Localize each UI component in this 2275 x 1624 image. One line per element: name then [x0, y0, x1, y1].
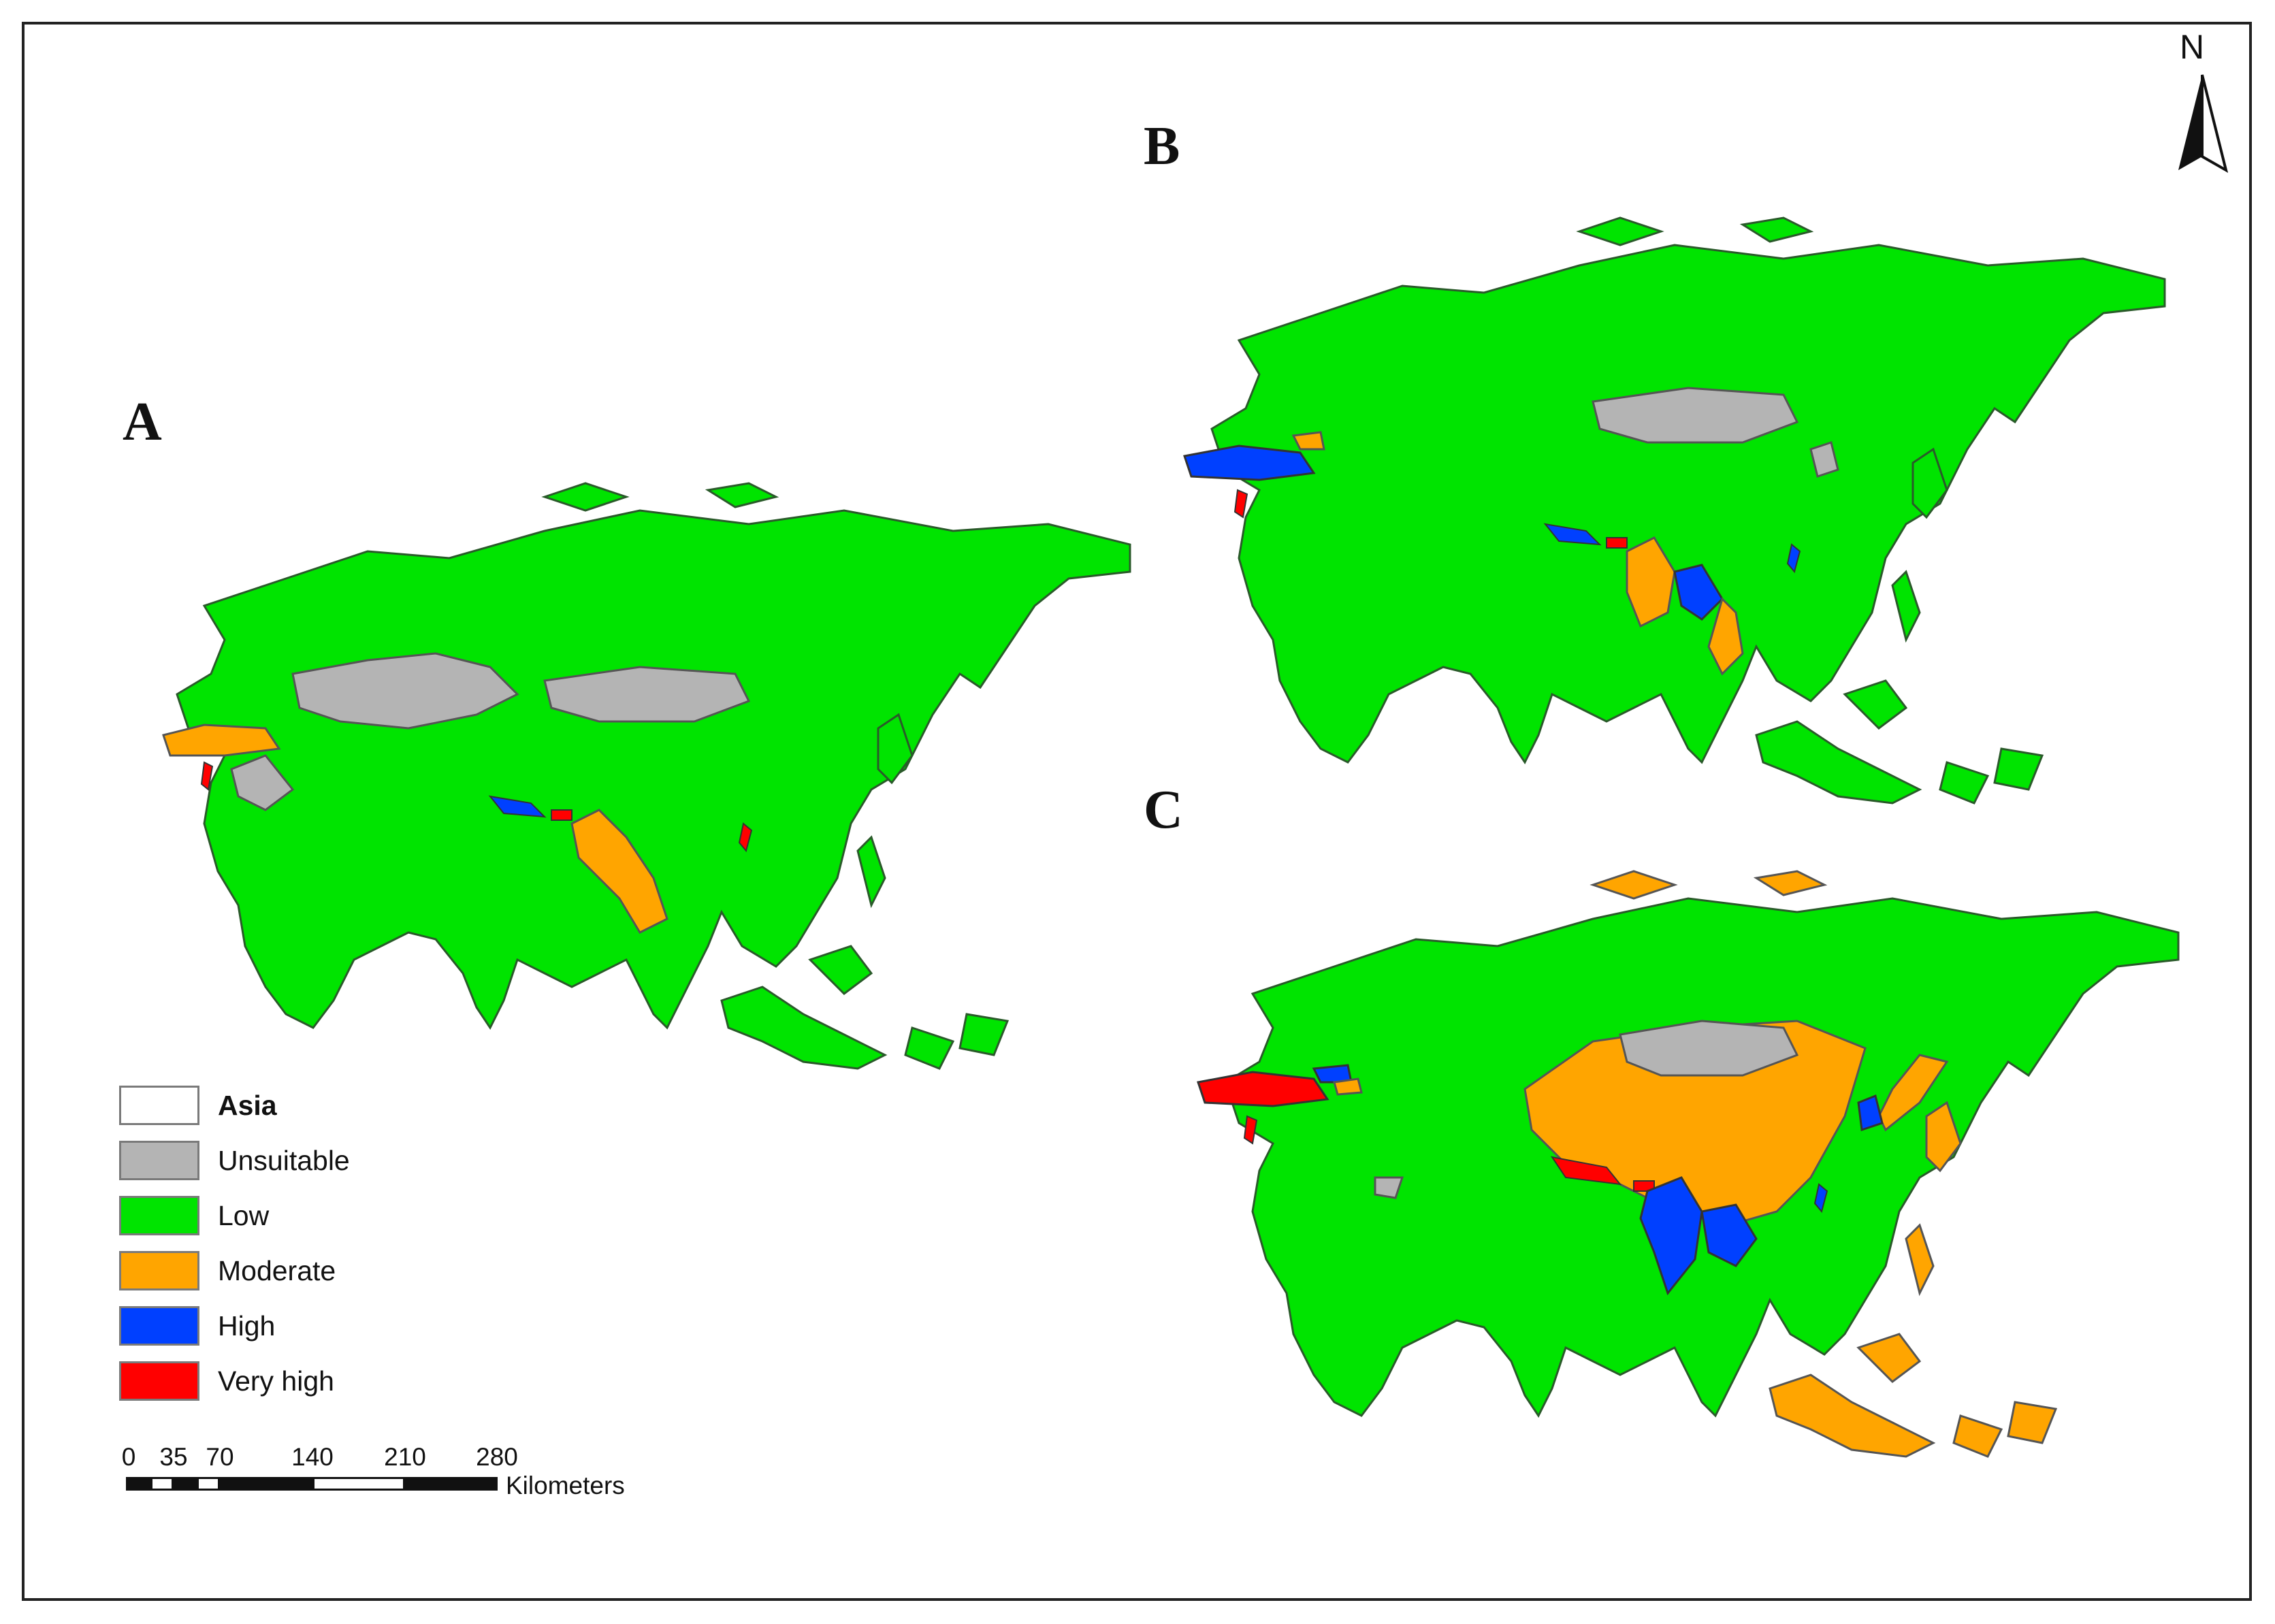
region-turkey — [1197, 1071, 1329, 1107]
region-arabia-north — [230, 754, 295, 811]
region-laos — [1700, 1203, 1758, 1267]
north-label: N — [2180, 28, 2205, 66]
north-arrow-icon — [2178, 74, 2229, 174]
region-nepal — [1543, 523, 1602, 546]
region-mongolia — [1619, 1020, 1799, 1077]
legend-swatch — [119, 1251, 199, 1290]
region-vietnam — [1707, 597, 1744, 676]
scale-segment — [220, 1477, 312, 1491]
legend-item: High — [119, 1306, 500, 1348]
region-korea — [1809, 441, 1839, 478]
region-levant — [1243, 1115, 1258, 1145]
region-indochina — [570, 809, 668, 934]
scale-segment — [126, 1477, 150, 1491]
region-bhutan — [1606, 537, 1628, 549]
legend-label: High — [218, 1310, 276, 1342]
legend-label: Moderate — [218, 1255, 336, 1286]
region-taiwan — [738, 822, 753, 853]
legend-swatch — [119, 1141, 199, 1180]
legend-swatch — [119, 1196, 199, 1235]
legend-label: Unsuitable — [218, 1145, 350, 1176]
region-turkey — [1183, 444, 1316, 481]
region-iran-west — [1333, 1077, 1363, 1096]
region-mongolia — [1592, 387, 1799, 444]
region-central-asia — [291, 652, 519, 730]
scale-tick: 35 — [159, 1443, 188, 1471]
scale-segment — [150, 1477, 174, 1491]
region-myanmar — [1639, 1176, 1703, 1296]
map-panel-a — [162, 482, 1131, 1070]
region-nepal — [1550, 1156, 1622, 1186]
legend-item: Low — [119, 1196, 500, 1238]
legend-swatch — [119, 1361, 199, 1401]
map-frame — [22, 22, 2252, 1601]
legend-item: Unsuitable — [119, 1141, 500, 1183]
region-laos — [1673, 564, 1724, 621]
legend-title-row: Asia — [119, 1086, 500, 1128]
region-taiwan — [1786, 543, 1801, 574]
region-bhutan — [551, 809, 572, 821]
region-levant — [1233, 489, 1248, 519]
scale-units: Kilometers — [506, 1472, 625, 1499]
legend-swatch — [119, 1306, 199, 1346]
scale-tick: 0 — [121, 1443, 136, 1471]
region-levant — [200, 761, 214, 791]
legend-title: Asia — [218, 1090, 277, 1121]
legend-label: Low — [218, 1200, 270, 1231]
region-nepal — [488, 795, 547, 818]
legend-label: Very high — [218, 1365, 334, 1397]
scale-segment — [197, 1477, 220, 1491]
scale-tick: 210 — [384, 1443, 426, 1471]
panel-label-c: C — [1144, 780, 1183, 840]
map-panel-b — [1183, 216, 2166, 805]
panel-label-b: B — [1144, 116, 1180, 176]
scale-segment — [312, 1477, 405, 1491]
region-myanmar — [1626, 536, 1676, 628]
map-panel-c — [1197, 870, 2180, 1458]
region-caucasus — [1291, 431, 1325, 451]
scale-segment — [405, 1477, 498, 1491]
region-taiwan — [1813, 1183, 1828, 1214]
legend-swatch-asia — [119, 1086, 199, 1125]
scale-tick: 280 — [476, 1443, 518, 1471]
scale-tick: 140 — [291, 1443, 334, 1471]
region-korea — [1857, 1094, 1884, 1132]
scale-bar: 0 35 70 140 210 280 Kilometers — [119, 1443, 664, 1525]
north-arrow: N — [2165, 27, 2240, 177]
panel-label-a: A — [123, 392, 162, 452]
region-arabia-east — [1374, 1176, 1404, 1199]
region-turkey — [162, 724, 281, 757]
region-mongolia — [543, 666, 751, 723]
scale-tick: 70 — [206, 1443, 234, 1471]
legend-item: Very high — [119, 1361, 500, 1403]
legend-item: Moderate — [119, 1251, 500, 1293]
scale-segment — [174, 1477, 197, 1491]
